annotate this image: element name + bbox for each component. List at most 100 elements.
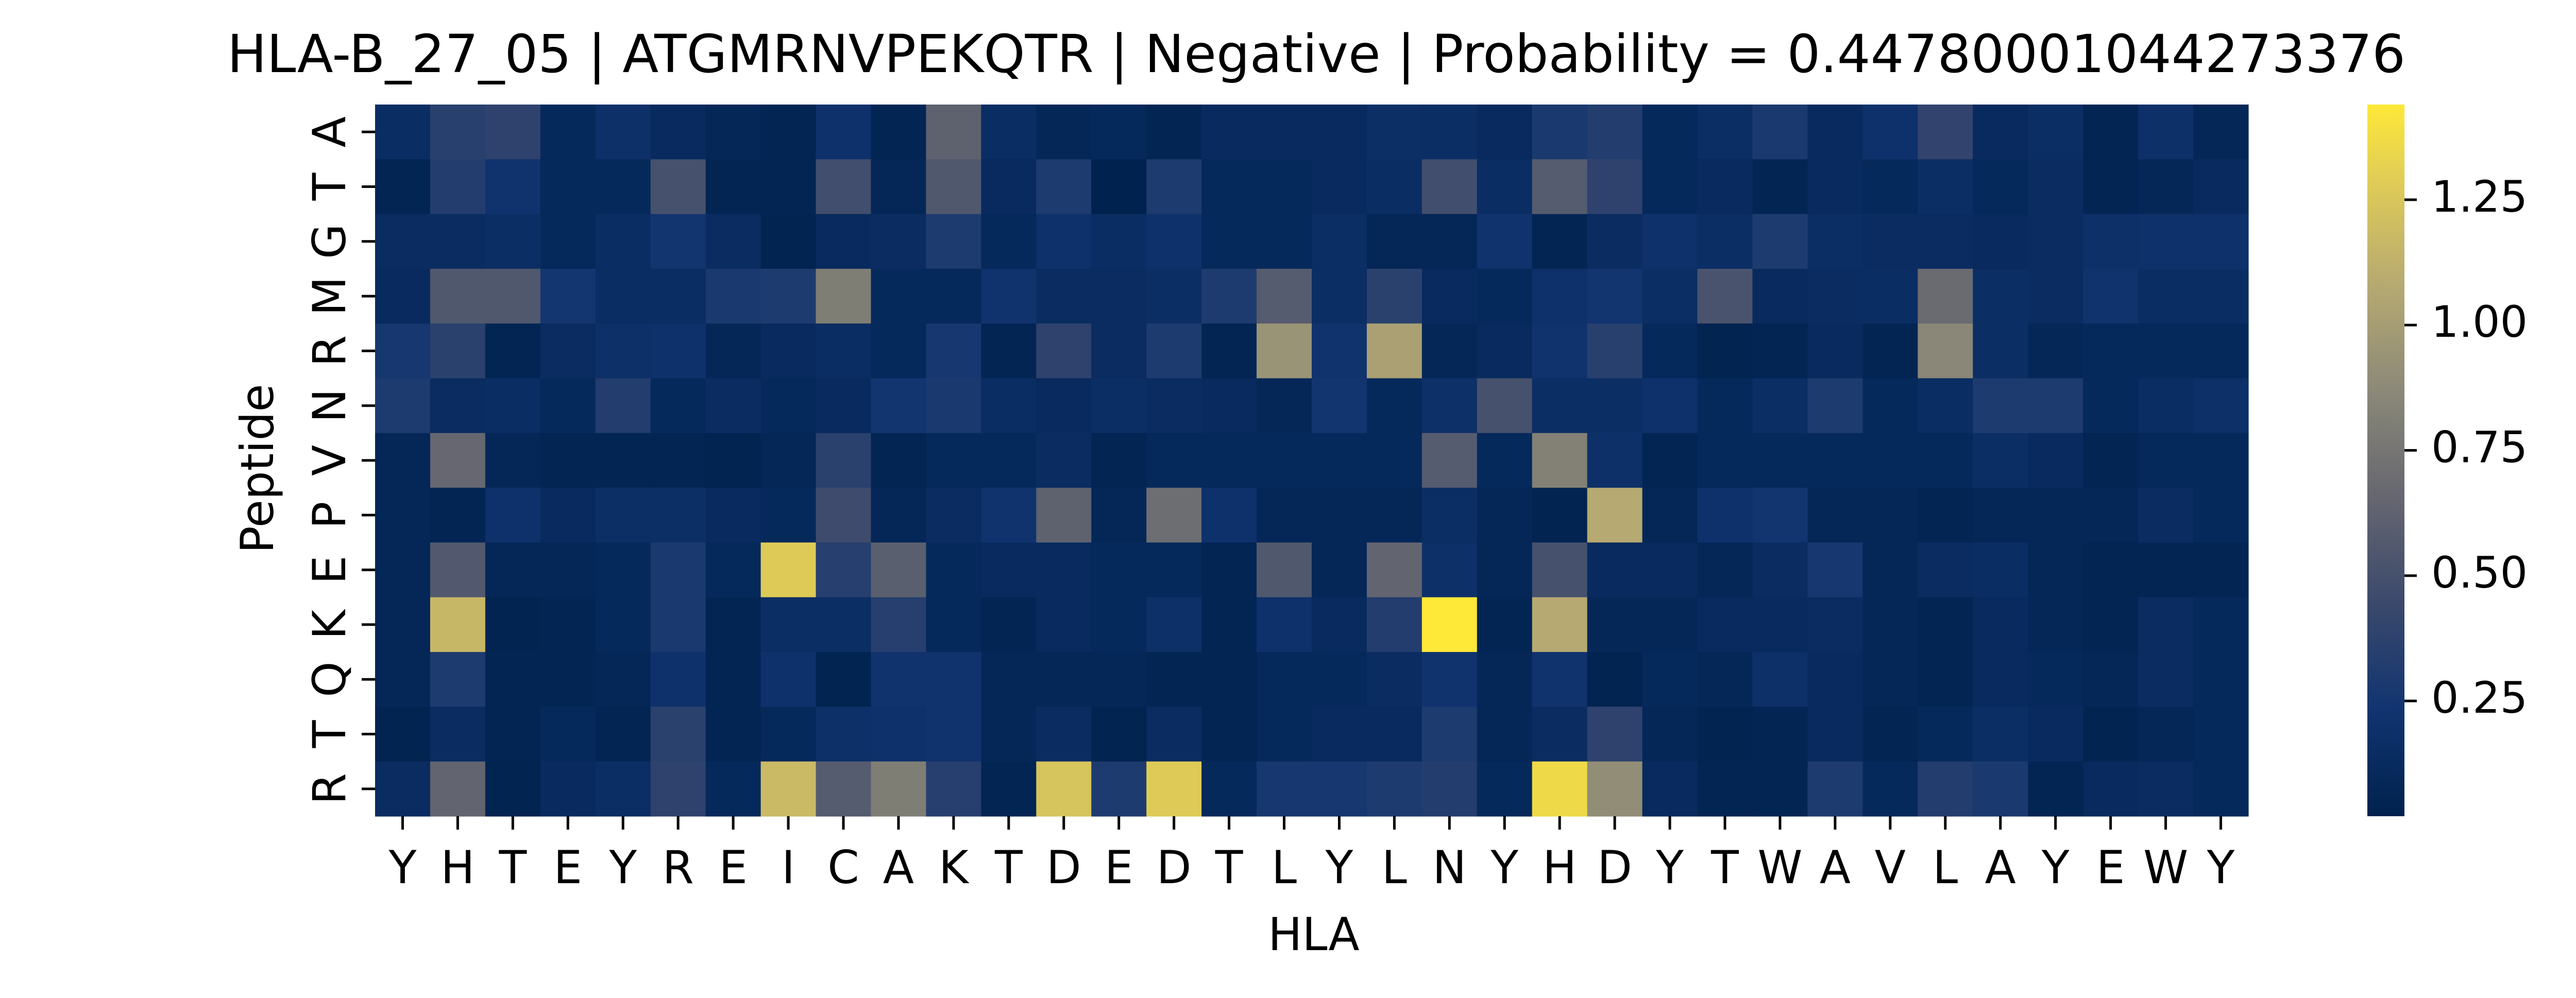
heatmap-cell: [1421, 323, 1478, 379]
heatmap-cell: [2028, 542, 2083, 598]
heatmap-cell: [1697, 105, 1753, 160]
heatmap-cell: [871, 542, 927, 598]
heatmap-cell: [2138, 542, 2194, 598]
heatmap-cell: [650, 378, 706, 434]
heatmap-cell: [1918, 761, 1973, 817]
heatmap-cell: [1036, 378, 1092, 434]
x-tick-label: A: [883, 841, 914, 894]
heatmap-cell: [1532, 488, 1588, 543]
heatmap-cell: [1918, 214, 1973, 269]
heatmap-cell: [1257, 105, 1312, 160]
heatmap-cell: [540, 761, 596, 817]
heatmap-cell: [2138, 652, 2194, 707]
heatmap-cell: [1752, 488, 1808, 543]
heatmap-cell: [2138, 488, 2194, 543]
heatmap-cell: [1366, 214, 1422, 269]
heatmap-cell: [705, 159, 761, 215]
x-axis-label: HLA: [1268, 908, 1359, 961]
heatmap-cell: [1421, 488, 1478, 543]
heatmap-cell: [650, 433, 706, 488]
heatmap-cell: [760, 105, 817, 160]
heatmap-cell: [485, 433, 541, 488]
heatmap-cell: [816, 214, 872, 269]
heatmap-cell: [1091, 378, 1147, 434]
heatmap-cell: [1532, 323, 1588, 379]
heatmap-cell: [1477, 597, 1533, 652]
heatmap-cell: [2193, 433, 2249, 488]
x-tick-label: E: [719, 841, 748, 894]
heatmap-cell: [1862, 488, 1918, 543]
heatmap-cell: [430, 433, 486, 488]
heatmap-cell: [871, 597, 927, 652]
heatmap-cell: [430, 488, 486, 543]
heatmap-cell: [1918, 378, 1973, 434]
x-tick-label: T: [498, 841, 527, 894]
heatmap-cell: [430, 378, 486, 434]
heatmap-cell: [1091, 761, 1147, 817]
heatmap-cell: [1807, 542, 1863, 598]
heatmap-cell: [1421, 378, 1478, 434]
heatmap-cell: [595, 323, 651, 379]
heatmap-cell: [1697, 433, 1753, 488]
heatmap-cell: [1587, 378, 1643, 434]
colorbar-tick-label: 0.75: [2431, 422, 2528, 472]
heatmap-cell: [375, 761, 431, 817]
heatmap-cell: [926, 542, 981, 598]
heatmap-cell: [430, 707, 486, 762]
x-tick-label: D: [1046, 841, 1081, 894]
heatmap-cell: [926, 105, 981, 160]
heatmap-cell: [1642, 707, 1698, 762]
heatmap-cell: [1918, 433, 1973, 488]
heatmap-cell: [1366, 488, 1422, 543]
colorbar-ticks: 0.25 0.50 0.75 1.00 1.25: [2404, 171, 2528, 723]
heatmap-cell: [1036, 761, 1092, 817]
heatmap-cell: [485, 378, 541, 434]
heatmap-cell: [485, 542, 541, 598]
heatmap-cell: [1973, 378, 2028, 434]
heatmap-cell: [1862, 761, 1918, 817]
heatmap-cell: [1532, 159, 1588, 215]
heatmap-cell: [1477, 488, 1533, 543]
heatmap-cell: [926, 378, 981, 434]
heatmap-cell: [1752, 268, 1808, 324]
heatmap-cell: [981, 159, 1037, 215]
heatmap-cell: [1807, 323, 1863, 379]
heatmap-cell: [1036, 159, 1092, 215]
heatmap-cell: [650, 542, 706, 598]
heatmap-cell: [1146, 378, 1202, 434]
heatmap-cell: [1807, 268, 1863, 324]
heatmap-cell: [1201, 707, 1257, 762]
heatmap-cell: [2028, 268, 2083, 324]
heatmap-cell: [1587, 707, 1643, 762]
heatmap-cell: [2083, 323, 2139, 379]
heatmap-cell: [760, 214, 817, 269]
heatmap-cell: [760, 488, 817, 543]
heatmap-cell: [1146, 542, 1202, 598]
heatmap-cell: [1862, 652, 1918, 707]
heatmap-cell: [540, 652, 596, 707]
heatmap-cell: [595, 433, 651, 488]
heatmap-cell: [1201, 433, 1257, 488]
heatmap-cell: [816, 488, 872, 543]
heatmap-cell: [705, 323, 761, 379]
y-tick-label: R: [303, 335, 356, 367]
heatmap-cell: [2028, 378, 2083, 434]
heatmap-cell: [926, 597, 981, 652]
heatmap-cell: [1091, 542, 1147, 598]
heatmap-cell: [1201, 488, 1257, 543]
heatmap-cell: [1477, 652, 1533, 707]
x-tick-label: W: [1757, 841, 1802, 894]
heatmap-cell: [1532, 597, 1588, 652]
heatmap-cell: [705, 488, 761, 543]
heatmap-cell: [595, 542, 651, 598]
heatmap-cell: [1366, 542, 1422, 598]
heatmap-cell: [2083, 433, 2139, 488]
heatmap-cell: [1201, 105, 1257, 160]
heatmap-cell: [926, 488, 981, 543]
heatmap-cell: [760, 597, 817, 652]
heatmap-cell: [375, 378, 431, 434]
heatmap-cell: [1697, 323, 1753, 379]
x-tick-label: I: [782, 841, 795, 894]
heatmap-cell: [1091, 323, 1147, 379]
